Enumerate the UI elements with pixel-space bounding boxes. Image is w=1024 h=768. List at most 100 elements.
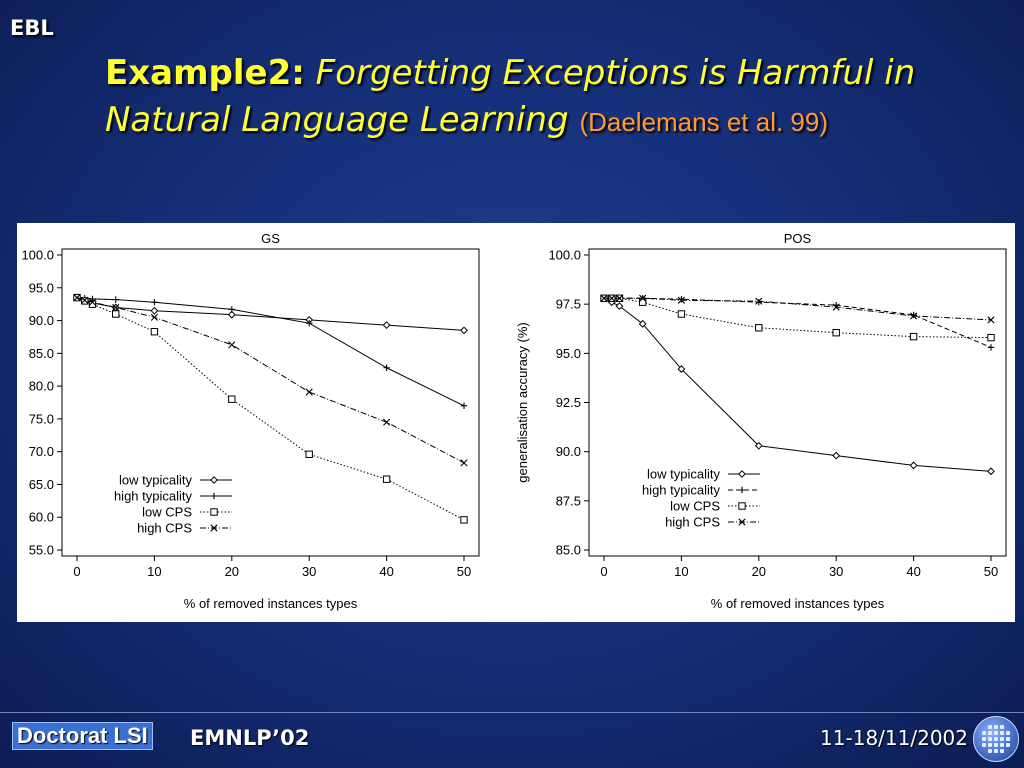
gs-data-point bbox=[460, 516, 468, 524]
gs-data-point bbox=[151, 299, 158, 306]
gs-legend-label: high typicality bbox=[114, 489, 193, 504]
gs-x-tick-label: 10 bbox=[147, 564, 161, 579]
gs-data-point bbox=[150, 328, 159, 336]
footer-conference: EMNLP’02 bbox=[190, 726, 310, 750]
gs-x-tick-label: 20 bbox=[225, 564, 239, 579]
gs-data-point bbox=[460, 459, 468, 467]
gs-legend-swatch-marker bbox=[210, 508, 218, 516]
pos-x-tick-label: 0 bbox=[600, 564, 607, 579]
gs-data-point bbox=[81, 296, 89, 304]
gs-series-line bbox=[76, 297, 465, 331]
gs-x-tick-label: 50 bbox=[457, 564, 471, 579]
pos-data-point bbox=[910, 312, 918, 320]
gs-data-point bbox=[383, 418, 391, 426]
pos-data-point bbox=[755, 324, 763, 332]
pos-x-axis-label: % of removed instances types bbox=[711, 596, 885, 611]
pos-y-tick-label: 85.0 bbox=[556, 543, 581, 558]
gs-data-point bbox=[460, 402, 468, 409]
pos-data-point bbox=[832, 451, 841, 460]
pos-data-point bbox=[677, 310, 686, 318]
gs-chart-title: GS bbox=[261, 231, 280, 246]
gs-data-point bbox=[88, 300, 97, 308]
gs-y-tick-label: 75.0 bbox=[29, 411, 54, 426]
pos-data-point bbox=[677, 365, 686, 373]
pos-data-point bbox=[677, 296, 685, 304]
pos-plot-frame bbox=[588, 248, 1007, 557]
gs-data-point bbox=[305, 388, 313, 396]
pos-data-point bbox=[909, 461, 918, 470]
gs-legend-swatch-marker bbox=[210, 476, 218, 484]
pos-y-tick-label: 95.0 bbox=[556, 346, 581, 361]
gs-y-tick-label: 55.0 bbox=[29, 543, 54, 558]
pos-y-tick-label: 100.0 bbox=[548, 248, 581, 263]
pos-x-tick-label: 10 bbox=[674, 564, 688, 579]
gs-x-tick-label: 40 bbox=[379, 564, 393, 579]
gs-series-3 bbox=[73, 294, 468, 467]
gs-data-point bbox=[150, 306, 159, 315]
pos-data-point bbox=[987, 467, 995, 476]
title-main-text: Forgetting Exceptions is Harmful in Natu… bbox=[105, 53, 916, 140]
gs-data-point bbox=[383, 364, 390, 371]
gs-data-point bbox=[112, 310, 120, 318]
gs-y-tick-label: 90.0 bbox=[29, 313, 54, 328]
gs-x-tick-label: 0 bbox=[73, 564, 80, 579]
pos-series-3 bbox=[600, 294, 995, 324]
pos-data-point bbox=[832, 328, 840, 337]
gs-y-tick-label: 70.0 bbox=[29, 444, 54, 459]
pos-series-line bbox=[604, 297, 992, 321]
gs-plot-frame bbox=[61, 248, 480, 557]
gs-data-point bbox=[305, 450, 313, 458]
pos-x-tick-label: 20 bbox=[752, 564, 766, 579]
section-tag: EBL bbox=[10, 16, 54, 40]
pos-data-point bbox=[639, 294, 647, 302]
gs-data-point bbox=[73, 294, 81, 302]
gs-data-point bbox=[306, 319, 313, 327]
pos-data-point bbox=[832, 303, 840, 311]
pos-data-point bbox=[638, 319, 647, 328]
title-separator: : bbox=[291, 53, 305, 93]
gs-y-tick-label: 100.0 bbox=[21, 248, 54, 263]
title-citation: (Daelemans et al. 99) bbox=[579, 107, 828, 137]
pos-data-point bbox=[615, 294, 624, 302]
pos-legend-label: low typicality bbox=[647, 467, 720, 482]
gs-legend-swatch-marker bbox=[210, 524, 218, 532]
pos-series-1 bbox=[600, 295, 995, 351]
gs-legend-label: low typicality bbox=[119, 473, 192, 488]
gs-legend-label: high CPS bbox=[137, 521, 192, 536]
pos-x-tick-label: 50 bbox=[984, 564, 998, 579]
pos-data-point bbox=[987, 316, 995, 324]
gs-data-point bbox=[112, 303, 120, 312]
pos-y-tick-label: 90.0 bbox=[556, 444, 581, 459]
pos-legend-swatch-marker bbox=[738, 502, 746, 510]
pos-series-0 bbox=[600, 294, 995, 476]
pos-y-tick-label: 92.5 bbox=[556, 395, 581, 410]
title-example-label: Example2 bbox=[105, 53, 292, 93]
pos-legend-label: high typicality bbox=[642, 483, 721, 498]
pos-y-axis-label: generalisation accuracy (%) bbox=[515, 322, 530, 482]
pos-series-2 bbox=[600, 294, 995, 342]
gs-data-point bbox=[228, 341, 236, 349]
pos-data-point bbox=[608, 294, 616, 302]
gs-data-point bbox=[227, 310, 236, 319]
slide-title: Example2: Forgetting Exceptions is Harmf… bbox=[105, 50, 1005, 146]
gs-y-tick-label: 85.0 bbox=[29, 346, 54, 361]
gs-series-line bbox=[76, 297, 465, 407]
gs-data-point bbox=[228, 306, 235, 313]
pos-data-point bbox=[909, 332, 918, 341]
gs-data-point bbox=[382, 321, 391, 330]
gs-data-point bbox=[150, 313, 158, 321]
charts-svg: GS 0 10 20 30 40 50 55.0 60.0 65.0 70.0 75.0 80.0 85.… bbox=[21, 231, 1007, 611]
pos-legend-label: low CPS bbox=[670, 499, 720, 514]
pos-chart-title: POS bbox=[784, 231, 812, 246]
pos-legend-swatch-marker bbox=[738, 486, 746, 494]
footer-date: 11-18/11/2002 bbox=[820, 726, 968, 750]
pos-x-tick-label: 30 bbox=[829, 564, 843, 579]
pos-data-point bbox=[987, 333, 995, 342]
pos-y-tick-label: 87.5 bbox=[556, 493, 581, 508]
gs-data-point bbox=[460, 326, 468, 335]
gs-x-axis-label: % of removed instances types bbox=[184, 596, 358, 611]
pos-y-tick-label: 97.5 bbox=[556, 297, 581, 312]
gs-legend-label: low CPS bbox=[142, 505, 192, 520]
gs-legend-swatch-marker bbox=[210, 492, 218, 500]
gs-y-tick-label: 80.0 bbox=[29, 379, 54, 394]
